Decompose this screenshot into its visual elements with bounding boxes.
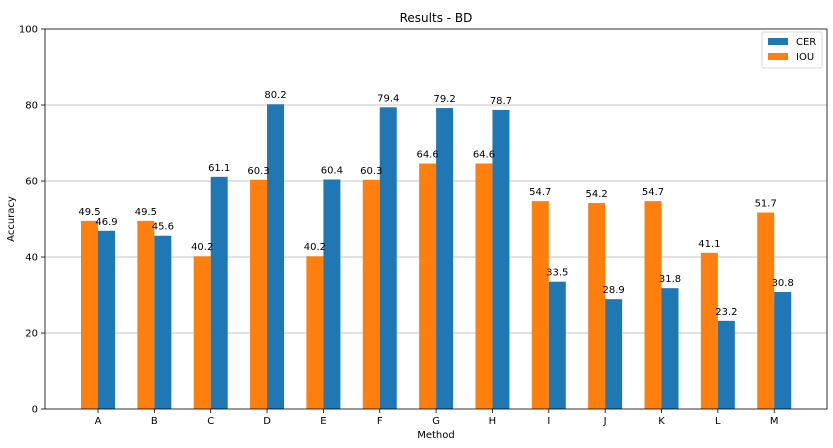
data-label-cer-e: 60.4	[321, 165, 343, 176]
data-label-cer-k: 31.8	[659, 274, 681, 285]
data-label-cer-h: 78.7	[490, 96, 512, 107]
x-tick-label-f: F	[377, 416, 383, 427]
x-tick-label-i: I	[547, 416, 550, 427]
bar-iou-i	[531, 201, 549, 409]
bar-cer-h	[492, 109, 510, 409]
bar-iou-c	[193, 256, 211, 409]
bar-iou-b	[137, 220, 155, 409]
data-label-cer-m: 30.8	[772, 278, 794, 289]
x-axis-label: Method	[417, 430, 455, 441]
x-tick-label-c: C	[207, 416, 214, 427]
data-label-cer-j: 28.9	[603, 285, 625, 296]
x-tick-label-m: M	[770, 416, 779, 427]
y-tick-label: 100	[19, 25, 38, 36]
bar-iou-f	[362, 179, 380, 409]
bar-iou-l	[700, 252, 718, 409]
data-label-iou-l: 41.1	[698, 239, 720, 250]
bar-cer-j	[605, 299, 623, 409]
bar-cer-a	[98, 230, 115, 409]
data-labels: 49.546.949.545.640.261.1 60.380.240.260.4…	[78, 90, 793, 318]
y-tick-label: 60	[25, 177, 38, 188]
legend-swatch-iou	[768, 53, 788, 60]
bar-iou-a	[81, 220, 98, 409]
bar-iou-g	[419, 163, 437, 409]
x-tick-label-h: H	[489, 416, 497, 427]
x-tick-label-l: L	[715, 416, 721, 427]
data-label-iou-b: 49.5	[135, 207, 157, 218]
bar-cer-i	[548, 281, 566, 409]
data-label-cer-c: 61.1	[208, 163, 230, 174]
legend-label-cer: CER	[796, 37, 816, 48]
x-tick-label-k: K	[658, 416, 665, 427]
plot-frame	[44, 28, 828, 410]
data-label-iou-a: 49.5	[78, 207, 100, 218]
data-label-cer-d: 80.2	[264, 90, 286, 101]
data-label-iou-f: 60.3	[360, 166, 382, 177]
bar-cer-c	[210, 176, 228, 409]
bar-cer-f	[379, 107, 397, 409]
data-label-iou-i: 54.7	[529, 187, 551, 198]
bar-iou-h	[475, 163, 493, 409]
data-label-cer-l: 23.2	[715, 307, 737, 318]
bar-iou-d	[250, 179, 268, 409]
data-label-iou-d: 60.3	[247, 166, 269, 177]
data-label-iou-e: 40.2	[304, 242, 326, 253]
legend: CER IOU	[761, 31, 823, 69]
chart-title: Results - BD	[400, 11, 473, 25]
y-tick-label: 40	[25, 253, 38, 264]
x-tick-label-d: D	[263, 416, 271, 427]
bar-cer-d	[267, 104, 285, 410]
legend-label-iou: IOU	[796, 52, 814, 63]
legend-swatch-cer	[768, 38, 788, 45]
data-label-cer-g: 79.2	[433, 94, 455, 105]
data-label-iou-g: 64.6	[416, 150, 438, 161]
data-label-iou-m: 51.7	[755, 199, 777, 210]
x-tick-label-e: E	[320, 416, 326, 427]
bars	[81, 104, 792, 410]
bar-iou-e	[306, 256, 324, 409]
y-tick-label: 20	[25, 329, 38, 340]
bar-cer-b	[154, 235, 172, 409]
data-label-cer-i: 33.5	[546, 268, 568, 279]
bar-cer-m	[774, 291, 792, 409]
data-label-iou-k: 54.7	[642, 187, 664, 198]
data-label-iou-j: 54.2	[586, 189, 608, 200]
bar-iou-j	[588, 203, 606, 409]
bar-cer-l	[717, 320, 735, 409]
x-tick-label-j: J	[603, 416, 607, 427]
data-label-cer-b: 45.6	[152, 222, 174, 233]
y-tick-label: 0	[32, 405, 38, 416]
data-label-cer-a: 46.9	[95, 217, 117, 228]
x-tick-label-g: G	[432, 416, 440, 427]
bar-iou-m	[757, 212, 775, 409]
y-tick-label: 80	[25, 101, 38, 112]
y-axis-label: Accuracy	[6, 196, 17, 242]
data-label-iou-h: 64.6	[473, 150, 495, 161]
bar-cer-k	[661, 288, 679, 409]
bar-cer-e	[323, 179, 341, 409]
bar-iou-k	[644, 201, 662, 409]
x-tick-label-a: A	[95, 416, 102, 427]
axes: A B C D E F G H I J K L M 0 20 40 60 80 100	[19, 25, 828, 427]
bar-cer-g	[436, 108, 454, 409]
data-label-cer-f: 79.4	[377, 93, 399, 104]
x-tick-label-b: B	[151, 416, 158, 427]
data-label-iou-c: 40.2	[191, 242, 213, 253]
